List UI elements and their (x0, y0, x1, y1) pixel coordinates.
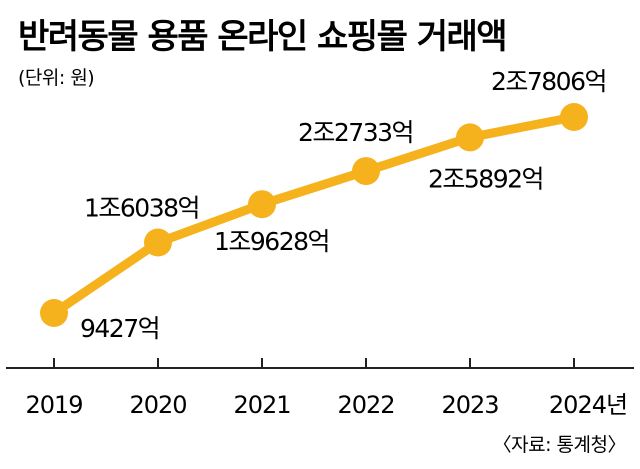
data-point-2024 (560, 103, 588, 131)
x-tick-label-2022: 2022 (337, 391, 394, 419)
data-markers (40, 103, 588, 327)
data-label-2023: 2조5892억 (428, 164, 543, 193)
x-tick-labels: 2019 2020 2021 2022 2023 2024년 (25, 391, 628, 419)
data-label-2020: 1조6038억 (84, 193, 199, 222)
data-point-2020 (144, 228, 172, 257)
unit-label: (단위: 원) (18, 67, 94, 89)
data-label-2024: 2조7806억 (491, 67, 606, 96)
data-label-2019: 9427억 (80, 314, 159, 343)
x-tick-label-2021: 2021 (233, 391, 290, 419)
source-label: 〈자료: 통계청〉 (493, 434, 626, 456)
x-tick-label-2019: 2019 (25, 391, 82, 419)
data-point-2019 (40, 299, 68, 327)
data-point-2022 (352, 157, 380, 186)
data-label-2022: 2조2733억 (298, 118, 413, 147)
x-tick-label-2023: 2023 (441, 391, 498, 419)
data-point-2023 (456, 123, 484, 152)
data-labels: 9427억 1조6038억 1조9628억 2조2733억 2조5892억 2조7806억 (80, 67, 608, 343)
x-tick-marks (53, 358, 575, 368)
x-tick-label-2024: 2024년 (549, 391, 627, 419)
chart-title: 반려동물 용품 온라인 쇼핑몰 거래액 (18, 17, 506, 57)
data-point-2021 (248, 190, 276, 219)
x-tick-label-2020: 2020 (129, 391, 186, 419)
data-label-2021: 1조9628억 (214, 227, 329, 256)
series-line (49, 112, 579, 318)
